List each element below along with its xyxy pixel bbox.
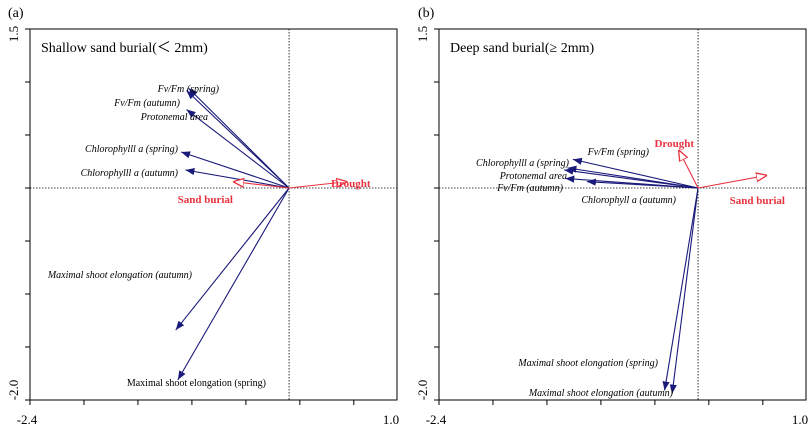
environment-arrow (288, 182, 347, 189)
x-tick-label-min: -2.4 (17, 412, 38, 427)
y-tick-label-max: 1.5 (6, 26, 21, 42)
environment-arrow (697, 175, 767, 189)
plot-frame (438, 28, 807, 401)
x-tick-label-max: 1.0 (792, 412, 808, 427)
species-arrow (564, 167, 699, 189)
species-arrow (175, 187, 290, 331)
environment-arrow-label: Sand burial (178, 194, 233, 206)
species-arrow-label: Fv/Fm (spring) (157, 84, 220, 95)
environment-arrow-label: Drought (331, 178, 371, 190)
species-arrow-label: Maximal shoot elongation (spring) (517, 358, 658, 369)
y-tick-label-min: -2.0 (6, 380, 21, 401)
species-arrow-label: Fv/Fm (spring) (587, 147, 650, 158)
species-arrow (180, 151, 290, 189)
species-arrow-label: Chlorophylll a (autumn) (81, 168, 179, 179)
species-arrow (669, 187, 699, 394)
environment-arrow (679, 150, 699, 189)
species-arrow-label: Chlorophyll a (autumn) (581, 195, 676, 206)
species-arrow (177, 187, 290, 381)
panel-tag: (a) (8, 6, 24, 21)
species-arrow (586, 178, 699, 189)
plot-frame (29, 28, 398, 401)
species-arrow-label: Fv/Fm (autumn) (113, 98, 180, 109)
panel-title: Deep sand burial(≥ 2mm) (450, 41, 594, 56)
species-arrow (572, 157, 699, 189)
environment-arrow (233, 182, 290, 189)
species-arrow-label: Chlorophylll a (spring) (476, 158, 570, 169)
y-tick-label-max: 1.5 (415, 26, 430, 42)
biplot-panel-a: -2.4 1.0 1.5 -2.0 (a) Shallow sand burial(＜ 2… (6, 6, 399, 427)
species-arrow-label: Protonemal area (140, 112, 208, 123)
species-arrow (662, 187, 699, 391)
species-arrow (186, 109, 290, 189)
biplot-panel-b: -2.4 1.0 1.5 -2.0 (b) Deep sand burial(≥ 2mm)… (415, 6, 808, 427)
species-arrow (186, 90, 290, 189)
panel-tag: (b) (418, 6, 435, 21)
species-arrow-label: Chlorophylll a (spring) (85, 144, 179, 155)
species-arrow-label: Protonemal area (499, 171, 567, 182)
x-tick-label-max: 1.0 (383, 412, 399, 427)
species-arrow-label: Maximal shoot elongation (autumn) (47, 270, 193, 281)
panel-title: Shallow sand burial(＜ 2mm) (41, 41, 208, 56)
species-arrow-label: Maximal shoot elongation (spring) (127, 378, 266, 389)
y-tick-label-min: -2.0 (415, 380, 430, 401)
x-tick-label-min: -2.4 (426, 412, 447, 427)
environment-arrow-label: Sand burial (730, 195, 785, 207)
species-arrow-label: Maximal shoot elongation (autumn) (528, 388, 674, 399)
environment-arrow-label: Drought (654, 138, 694, 150)
species-arrow-label: Fv/Fm (autumn) (496, 183, 563, 194)
